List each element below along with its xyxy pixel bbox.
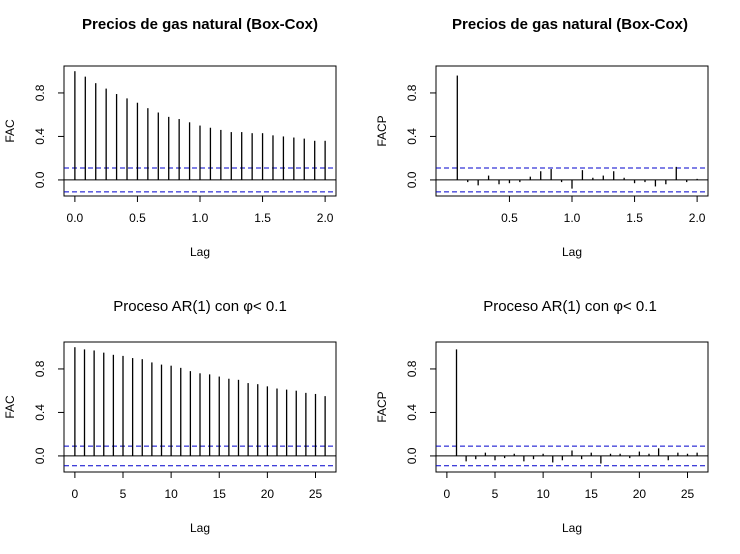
chart-panel-2: Precios de gas natural (Box-Cox) 0.5 1.0 1.… (375, 16, 709, 259)
x-tick-label: 15 (585, 487, 599, 501)
y-tick-label: 0.4 (33, 404, 47, 421)
chart-panel-1: Precios de gas natural (Box-Cox) 0.0 0.5 1.… (3, 16, 337, 259)
x-tick-label: 25 (309, 487, 323, 501)
x-tick-label: 20 (633, 487, 647, 501)
y-tick-label: 0.0 (405, 171, 419, 188)
x-tick-label: 10 (164, 487, 178, 501)
x-tick-label: 2.0 (689, 211, 706, 225)
plot-frame (435, 65, 709, 197)
x-tick-label: 1.0 (564, 211, 581, 225)
y-tick-label: 0.8 (405, 84, 419, 101)
y-tick-label: 0.0 (33, 447, 47, 464)
y-tick-label: 0.8 (33, 84, 47, 101)
y-tick-label: 0.4 (405, 404, 419, 421)
x-tick-label: 15 (213, 487, 227, 501)
y-tick-label: 0.0 (33, 171, 47, 188)
x-axis-label: Lag (190, 245, 210, 259)
y-axis-label: FACP (375, 115, 389, 146)
x-axis-label: Lag (562, 245, 582, 259)
chart-title: Proceso AR(1) con φ< 0.1 (113, 298, 287, 315)
x-tick-label: 5 (492, 487, 499, 501)
chart-title: Precios de gas natural (Box-Cox) (452, 16, 688, 33)
y-axis-label: FAC (3, 395, 17, 419)
chart-title: Precios de gas natural (Box-Cox) (82, 16, 318, 33)
x-tick-label: 0.5 (501, 211, 518, 225)
x-tick-label: 0.5 (129, 211, 146, 225)
y-axis-label: FACP (375, 391, 389, 422)
y-tick-label: 0.0 (405, 447, 419, 464)
y-axis-label: FAC (3, 119, 17, 143)
chart-panel-3: Proceso AR(1) con φ< 0.1 0 5 10 15 20 25 0.0 0.4… (3, 298, 337, 535)
x-axis-label: Lag (190, 521, 210, 535)
x-tick-label: 1.0 (192, 211, 209, 225)
y-tick-label: 0.4 (405, 128, 419, 145)
y-tick-label: 0.8 (405, 360, 419, 377)
x-tick-label: 0 (444, 487, 451, 501)
y-tick-label: 0.8 (33, 360, 47, 377)
x-tick-label: 20 (261, 487, 275, 501)
x-axis-label: Lag (562, 521, 582, 535)
chart-title: Proceso AR(1) con φ< 0.1 (483, 298, 657, 315)
x-tick-label: 2.0 (317, 211, 334, 225)
x-tick-label: 10 (536, 487, 550, 501)
x-tick-label: 5 (120, 487, 127, 501)
x-tick-label: 25 (681, 487, 695, 501)
x-tick-label: 1.5 (626, 211, 643, 225)
chart-panel-4: Proceso AR(1) con φ< 0.1 0 5 10 15 20 25 0.0 0.4… (375, 298, 709, 535)
x-tick-label: 0 (72, 487, 79, 501)
y-tick-label: 0.4 (33, 128, 47, 145)
x-tick-label: 0.0 (67, 211, 84, 225)
x-tick-label: 1.5 (254, 211, 271, 225)
